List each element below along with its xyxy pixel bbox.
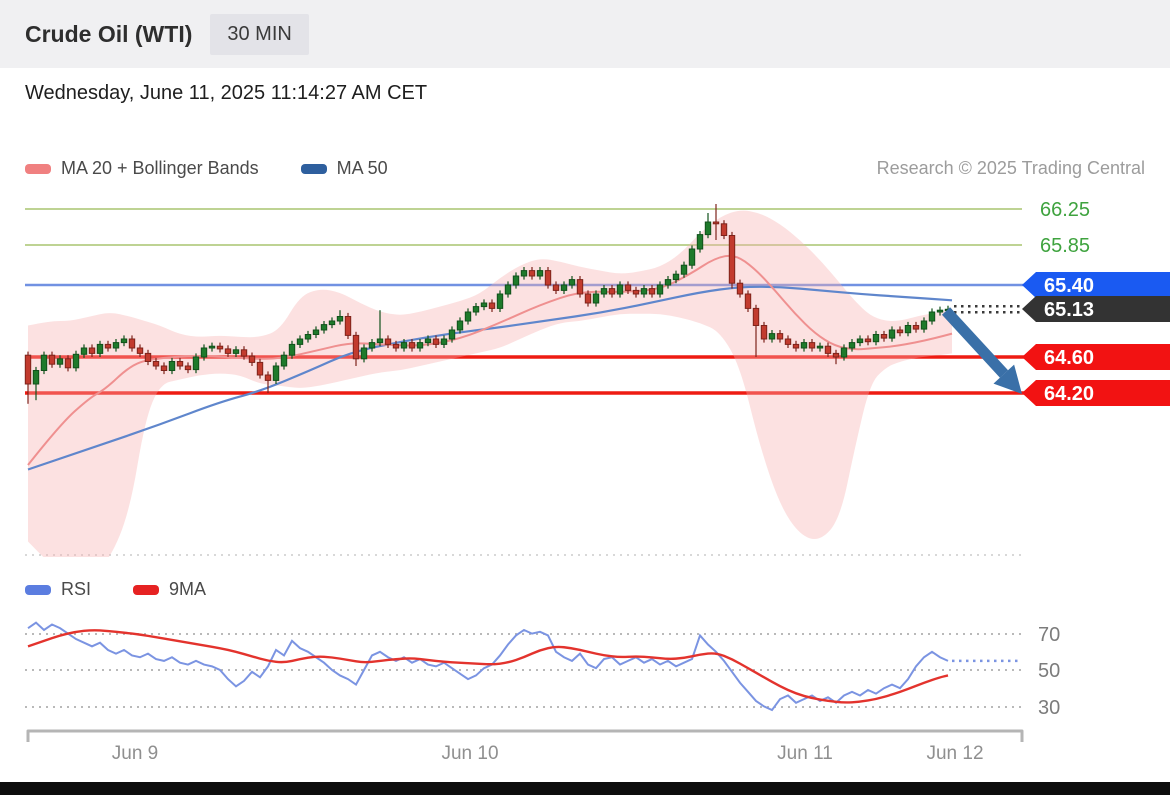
rsi-axis-label-50: 50: [1038, 660, 1060, 682]
timeframe-badge: 30 MIN: [210, 13, 309, 55]
x-axis-bracket: [26, 729, 1024, 742]
rsi-legend: RSI 9MA: [25, 579, 1145, 600]
rsi-chart-canvas: 70 50 30 Jun 9 Jun 10 Jun 11 Jun 12: [25, 621, 1060, 764]
legend-item-ma50: MA 50: [300, 158, 388, 179]
price-badge-last-65-13: 65.13: [1022, 296, 1170, 322]
header-bar: Crude Oil (WTI) 30 MIN: [0, 0, 1170, 68]
rsi-axis-label-70: 70: [1038, 624, 1060, 646]
price-badge-64-20: 64.20: [1022, 380, 1170, 406]
legend-label: RSI: [61, 579, 92, 599]
rsi-swatch-icon: [25, 584, 51, 595]
legend-label: MA 20 + Bollinger Bands: [61, 158, 259, 178]
legend-label: MA 50: [336, 158, 388, 178]
svg-text:64.60: 64.60: [1044, 347, 1094, 369]
instrument-title: Crude Oil (WTI): [25, 20, 193, 47]
rsi-series: [27, 621, 1022, 712]
price-label-66-25: 66.25: [1040, 199, 1090, 221]
ma50-line: [27, 285, 953, 471]
legend-item-rsi: RSI: [25, 579, 91, 600]
x-axis-label-jun12: Jun 12: [926, 743, 983, 764]
chart-timestamp: Wednesday, June 11, 2025 11:14:27 AM CET: [25, 82, 428, 104]
x-axis-label-jun11: Jun 11: [777, 743, 833, 764]
price-label-65-85: 65.85: [1040, 235, 1090, 257]
price-badge-65-40: 65.40: [1022, 272, 1170, 298]
svg-text:65.40: 65.40: [1044, 275, 1094, 297]
attribution-text: Research © 2025 Trading Central: [876, 158, 1145, 178]
ma9-swatch-icon: [133, 584, 160, 595]
x-axis-label-jun10: Jun 10: [441, 743, 498, 764]
bollinger-band-area: [28, 210, 952, 557]
projection-arrow-down: [941, 307, 1022, 394]
last-price-dotted-line: [954, 305, 1020, 314]
main-chart-legend: MA 20 + Bollinger Bands MA 50 Research ©…: [25, 158, 1145, 179]
svg-text:64.20: 64.20: [1044, 383, 1094, 405]
legend-item-ma20-bollinger: MA 20 + Bollinger Bands: [25, 158, 259, 179]
ma50-swatch-icon: [300, 163, 327, 174]
rsi-axis-label-30: 30: [1038, 697, 1060, 719]
x-axis-label-jun9: Jun 9: [112, 743, 158, 764]
ma20-swatch-icon: [25, 163, 51, 174]
price-chart-canvas: 66.25 65.85 65.40 65.13 64.60 64.20: [24, 199, 1170, 557]
candlestick-series: [24, 204, 952, 404]
price-badge-64-60: 64.60: [1022, 344, 1170, 370]
legend-label: 9MA: [169, 579, 207, 599]
bottom-border-bar: [0, 782, 1170, 795]
legend-item-9ma: 9MA: [133, 579, 206, 600]
svg-text:65.13: 65.13: [1044, 299, 1094, 321]
